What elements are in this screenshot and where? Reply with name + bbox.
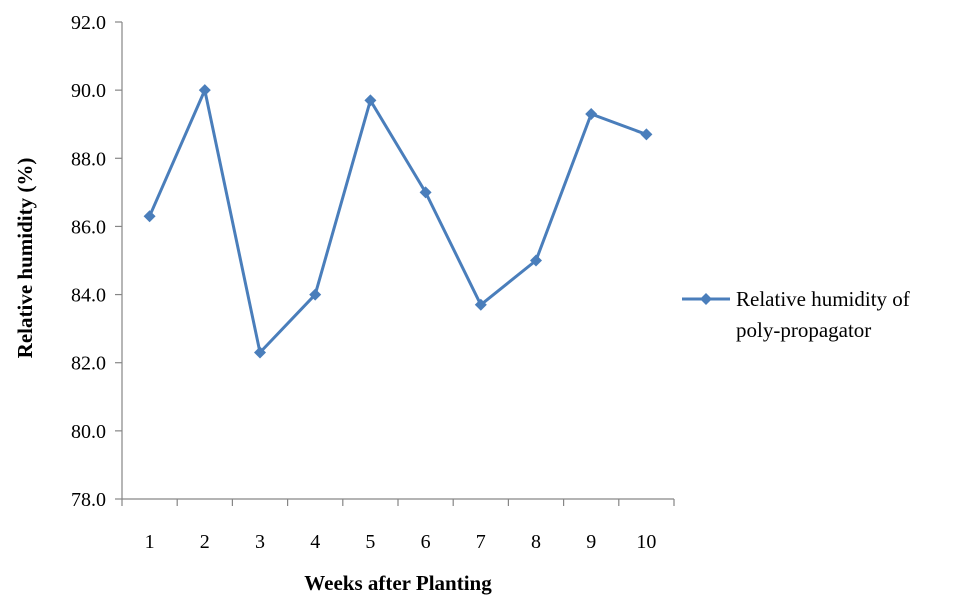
y-tick-label: 92.0	[71, 12, 106, 34]
x-tick-label: 5	[365, 531, 375, 553]
y-tick-label: 90.0	[71, 80, 106, 102]
y-axis-title: Relative humidity (%)	[13, 158, 37, 359]
data-point-marker	[143, 210, 156, 223]
legend-marker-diamond-icon	[700, 293, 712, 305]
x-tick-label: 9	[586, 531, 596, 553]
y-tick-label: 82.0	[71, 353, 106, 375]
y-tick-label: 86.0	[71, 216, 106, 238]
data-point-marker	[530, 254, 542, 267]
y-tick-label: 80.0	[71, 421, 106, 443]
x-tick-label: 2	[200, 531, 210, 553]
data-point-marker	[254, 346, 266, 359]
data-point-marker	[309, 288, 322, 301]
data-point-marker	[198, 84, 211, 97]
data-point-marker	[640, 128, 653, 141]
data-point-marker	[419, 186, 432, 199]
data-point-marker	[585, 107, 598, 120]
y-axis-ticks: 78.0 80.0 82.0 84.0 86.0 88.0 90.0 92.0	[71, 12, 122, 511]
y-tick-label: 88.0	[71, 148, 106, 170]
x-tick-label: 6	[421, 531, 431, 553]
x-axis-ticks: 1 2 3 4 5 6 7 8 9 10	[121, 499, 675, 553]
x-tick-label: 8	[531, 531, 541, 553]
series-layer	[143, 84, 653, 359]
y-tick-label: 84.0	[71, 285, 106, 307]
x-tick-label: 1	[145, 531, 155, 553]
x-tick-label: 4	[310, 531, 320, 553]
legend-label-line-2: poly-propagator	[736, 318, 871, 342]
data-point-marker	[364, 94, 377, 107]
x-axis-title: Weeks after Planting	[304, 571, 492, 595]
x-tick-label: 10	[636, 531, 656, 553]
legend-label-line-1: Relative humidity of	[736, 287, 910, 311]
legend: Relative humidity of poly-propagator	[682, 287, 910, 342]
series-line	[148, 88, 647, 354]
y-tick-label: 78.0	[71, 489, 106, 511]
x-tick-label: 3	[255, 531, 265, 553]
x-tick-label: 7	[476, 531, 486, 553]
data-point-marker	[474, 298, 487, 311]
